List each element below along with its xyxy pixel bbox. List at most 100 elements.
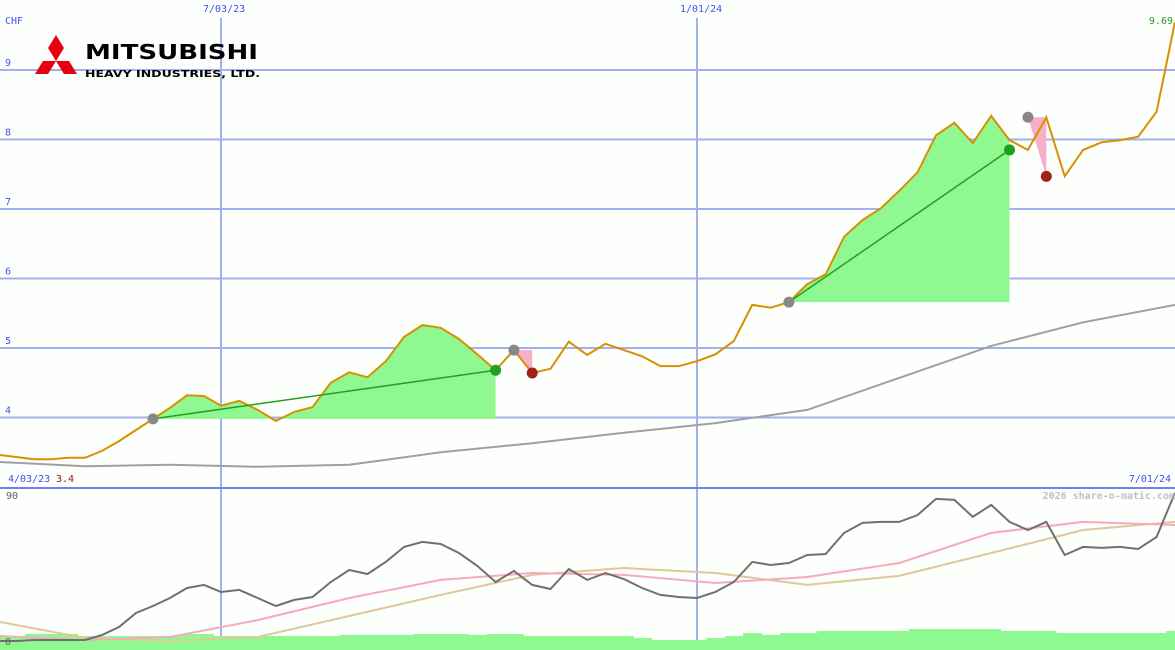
- volume-bar: [890, 631, 910, 650]
- oscillator-pink-line: [0, 520, 1175, 642]
- volume-bar: [908, 629, 928, 650]
- volume-bar: [963, 629, 983, 650]
- volume-bar: [1037, 631, 1057, 650]
- logo-line2: HEAVY INDUSTRIES, LTD.: [85, 69, 260, 80]
- volume-bar: [1166, 631, 1175, 650]
- volume-bar: [358, 635, 378, 650]
- volume-bar: [8, 636, 27, 650]
- oscillator-panel: [0, 492, 1175, 650]
- volume-bar: [596, 636, 616, 650]
- osc-tick-top: 90: [6, 491, 18, 502]
- x-tick-label: 7/03/23: [203, 4, 245, 15]
- volume-bar: [161, 636, 180, 650]
- volume-bar: [633, 638, 653, 650]
- volume-bar: [195, 634, 214, 650]
- volume-bar: [230, 636, 250, 650]
- signal-start-marker: [783, 296, 795, 308]
- y-tick-label: 4: [5, 406, 11, 417]
- signal-start-marker: [1022, 111, 1034, 123]
- volume-bar: [541, 636, 561, 650]
- volume-bar: [340, 635, 360, 650]
- volume-bar: [706, 638, 726, 650]
- volume-bar: [761, 635, 781, 650]
- gain-end-marker: [1004, 144, 1016, 156]
- volume-bar: [1092, 633, 1112, 650]
- volume-bar: [178, 634, 197, 650]
- volume-bar: [1129, 633, 1149, 650]
- volume-bar: [266, 636, 286, 650]
- gain-trend-line: [788, 149, 1010, 303]
- gain-trend-line: [152, 369, 496, 420]
- last-value-label: 9.69: [1149, 16, 1173, 27]
- gain-area: [788, 115, 1010, 303]
- volume-bar: [927, 629, 946, 650]
- volume-bar: [395, 635, 415, 650]
- volume-bar: [285, 636, 305, 650]
- company-logo: MITSUBISHI HEAVY INDUSTRIES, LTD.: [35, 35, 260, 80]
- volume-bar: [1110, 633, 1130, 650]
- signal-start-marker: [147, 413, 159, 425]
- volume-bar: [321, 636, 341, 650]
- volume-bar: [523, 636, 543, 650]
- price-lines: [0, 21, 1175, 468]
- price-line: [0, 21, 1175, 461]
- watermark: 2026 share-o-matic.com: [1043, 490, 1175, 502]
- volume-bar: [779, 633, 799, 650]
- volume-bar: [743, 633, 763, 650]
- volume-bar: [1055, 633, 1075, 650]
- gain-area: [153, 325, 496, 421]
- volume-bar: [651, 640, 671, 650]
- volume-bar: [798, 633, 818, 650]
- volume-bar: [0, 636, 10, 650]
- end-date-label: 7/01/24: [1129, 474, 1171, 485]
- x-tick-label: 1/01/24: [680, 4, 722, 15]
- signal-fills: [153, 115, 1047, 421]
- volume-bar: [376, 635, 396, 650]
- loss-end-marker: [526, 367, 538, 379]
- volume-bar: [688, 640, 707, 650]
- y-tick-label: 5: [5, 336, 11, 347]
- three-diamonds-icon: [35, 35, 77, 74]
- y-tick-label: 6: [5, 267, 11, 278]
- volume-bar: [413, 634, 433, 650]
- volume-bar: [468, 635, 488, 650]
- loss-area: [1027, 117, 1047, 177]
- volume-bar: [504, 634, 524, 650]
- y-tick-label: 9: [5, 58, 11, 69]
- gain-end-marker: [490, 364, 502, 376]
- oscillator-tan-line: [0, 520, 1175, 643]
- signal-start-marker: [508, 344, 520, 356]
- y-tick-label: 8: [5, 128, 11, 139]
- volume-bar: [1147, 633, 1167, 650]
- volume-bar: [816, 631, 836, 650]
- volume-bar: [486, 634, 506, 650]
- volume-bar: [559, 636, 579, 650]
- grid: 4 5 6 7 8 9: [0, 18, 1175, 650]
- logo-line1: MITSUBISHI: [85, 40, 258, 64]
- moving-average-line: [0, 303, 1175, 468]
- volume-bar: [248, 636, 268, 650]
- volume-bar: [982, 629, 1002, 650]
- volume-bar: [945, 629, 965, 650]
- volume-bar: [1074, 633, 1094, 650]
- volume-bar: [835, 631, 855, 650]
- volume-bar: [1000, 631, 1020, 650]
- oscillator-line: [0, 492, 1175, 642]
- start-date-label: 4/03/23: [8, 474, 50, 485]
- volume-bar: [42, 634, 61, 650]
- volume-bar: [431, 634, 451, 650]
- volume-bar: [614, 636, 634, 650]
- loss-end-marker: [1040, 170, 1052, 182]
- volume-bar: [669, 640, 689, 650]
- volume-bar: [871, 631, 891, 650]
- signal-markers: [147, 111, 1052, 425]
- currency-label: CHF: [5, 16, 23, 27]
- osc-tick-bottom: 0: [5, 637, 11, 648]
- volume-bar: [303, 636, 323, 650]
- volume-bar: [578, 636, 598, 650]
- start-value-label: 3.4: [56, 474, 74, 485]
- volume-bar: [724, 636, 744, 650]
- volume-bar: [853, 631, 873, 650]
